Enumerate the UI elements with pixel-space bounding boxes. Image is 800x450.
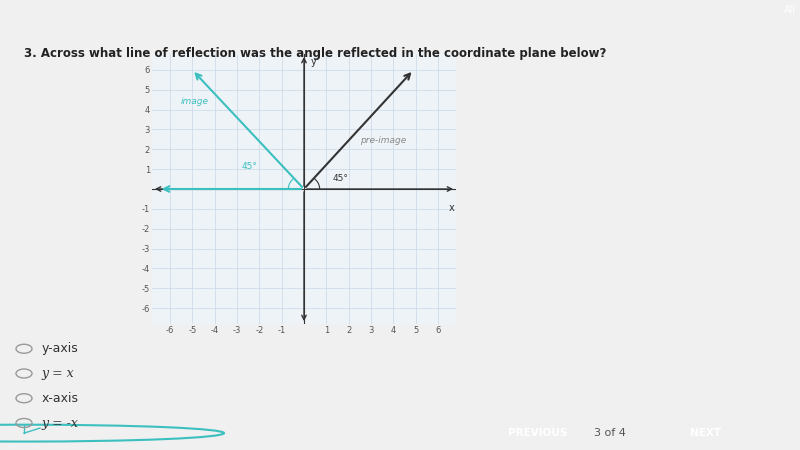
Text: pre-image: pre-image bbox=[360, 136, 406, 145]
Text: x: x bbox=[449, 203, 454, 213]
Text: 3 of 4: 3 of 4 bbox=[594, 428, 626, 438]
Text: PREVIOUS: PREVIOUS bbox=[508, 428, 568, 438]
Text: y-axis: y-axis bbox=[42, 342, 78, 355]
Text: 3. Across what line of reflection was the angle reflected in the coordinate plan: 3. Across what line of reflection was th… bbox=[24, 47, 606, 60]
Text: y = x: y = x bbox=[42, 367, 74, 380]
Text: All: All bbox=[784, 5, 796, 15]
Text: NEXT: NEXT bbox=[690, 428, 722, 438]
Text: y = -x: y = -x bbox=[42, 417, 78, 429]
Text: 45°: 45° bbox=[242, 162, 258, 171]
Text: y: y bbox=[310, 57, 317, 67]
Text: image: image bbox=[181, 97, 209, 106]
Text: 45°: 45° bbox=[333, 174, 349, 183]
Text: x-axis: x-axis bbox=[42, 392, 78, 405]
